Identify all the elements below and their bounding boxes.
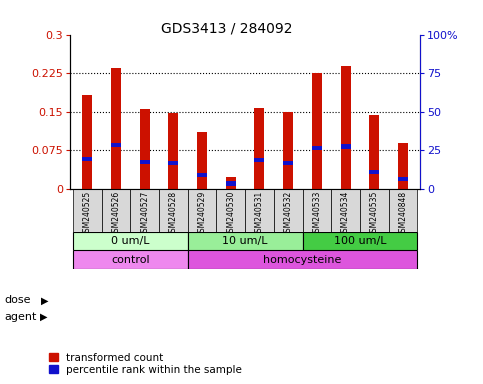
FancyBboxPatch shape [159, 189, 188, 232]
FancyBboxPatch shape [245, 189, 274, 232]
Bar [341, 144, 351, 149]
FancyBboxPatch shape [274, 189, 302, 232]
Text: 100 um/L: 100 um/L [334, 236, 386, 246]
Text: ▶: ▶ [40, 312, 47, 322]
Bar [255, 108, 265, 189]
Bar [398, 177, 408, 182]
Text: GSM240531: GSM240531 [255, 191, 264, 237]
FancyBboxPatch shape [331, 189, 360, 232]
Text: GSM240530: GSM240530 [226, 191, 235, 237]
FancyBboxPatch shape [216, 189, 245, 232]
Text: GSM240532: GSM240532 [284, 191, 293, 237]
FancyBboxPatch shape [188, 250, 417, 269]
Bar [341, 66, 351, 189]
Bar [197, 132, 207, 189]
Text: control: control [111, 255, 150, 265]
Text: 0 um/L: 0 um/L [111, 236, 150, 246]
Bar [111, 68, 121, 189]
Text: GSM240535: GSM240535 [370, 191, 379, 237]
FancyBboxPatch shape [73, 250, 188, 269]
Text: GSM240527: GSM240527 [140, 191, 149, 237]
Bar [255, 158, 265, 162]
Bar [197, 173, 207, 177]
Bar [140, 109, 150, 189]
Bar [369, 170, 379, 174]
Bar [82, 157, 92, 161]
Bar [369, 115, 379, 189]
FancyBboxPatch shape [360, 189, 389, 232]
Text: 10 um/L: 10 um/L [222, 236, 268, 246]
Text: GSM240526: GSM240526 [112, 191, 120, 237]
Text: GSM240529: GSM240529 [198, 191, 207, 237]
FancyBboxPatch shape [73, 232, 188, 250]
Text: GSM240848: GSM240848 [398, 191, 408, 237]
FancyBboxPatch shape [188, 189, 216, 232]
Text: GSM240525: GSM240525 [83, 191, 92, 237]
Text: GSM240528: GSM240528 [169, 191, 178, 237]
Bar [169, 113, 178, 189]
Bar [169, 161, 178, 165]
Bar [82, 95, 92, 189]
Text: homocysteine: homocysteine [263, 255, 341, 265]
Text: GDS3413 / 284092: GDS3413 / 284092 [161, 21, 293, 35]
Text: ▶: ▶ [41, 295, 49, 305]
Text: dose: dose [5, 295, 31, 305]
FancyBboxPatch shape [188, 232, 302, 250]
Bar [226, 182, 236, 185]
Text: GSM240533: GSM240533 [313, 191, 321, 237]
FancyBboxPatch shape [130, 189, 159, 232]
Bar [312, 73, 322, 189]
Bar [283, 161, 293, 165]
Legend: transformed count, percentile rank within the sample: transformed count, percentile rank withi… [49, 353, 242, 375]
FancyBboxPatch shape [389, 189, 417, 232]
Text: GSM240534: GSM240534 [341, 191, 350, 237]
Bar [398, 144, 408, 189]
Bar [283, 112, 293, 189]
Bar [140, 160, 150, 164]
FancyBboxPatch shape [73, 189, 101, 232]
Bar [312, 146, 322, 150]
Text: agent: agent [5, 312, 37, 322]
FancyBboxPatch shape [101, 189, 130, 232]
FancyBboxPatch shape [302, 189, 331, 232]
Bar [111, 143, 121, 147]
Bar [226, 177, 236, 189]
FancyBboxPatch shape [302, 232, 417, 250]
